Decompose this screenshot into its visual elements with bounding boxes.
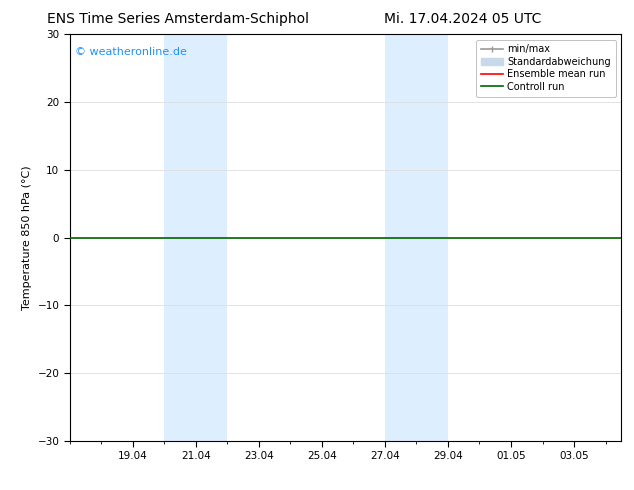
Legend: min/max, Standardabweichung, Ensemble mean run, Controll run: min/max, Standardabweichung, Ensemble me… — [476, 40, 616, 97]
Text: Mi. 17.04.2024 05 UTC: Mi. 17.04.2024 05 UTC — [384, 12, 541, 26]
Text: ENS Time Series Amsterdam-Schiphol: ENS Time Series Amsterdam-Schiphol — [46, 12, 309, 26]
Bar — [164, 34, 228, 441]
Text: © weatheronline.de: © weatheronline.de — [75, 47, 187, 56]
Y-axis label: Temperature 850 hPa (°C): Temperature 850 hPa (°C) — [22, 165, 32, 310]
Bar — [385, 34, 448, 441]
